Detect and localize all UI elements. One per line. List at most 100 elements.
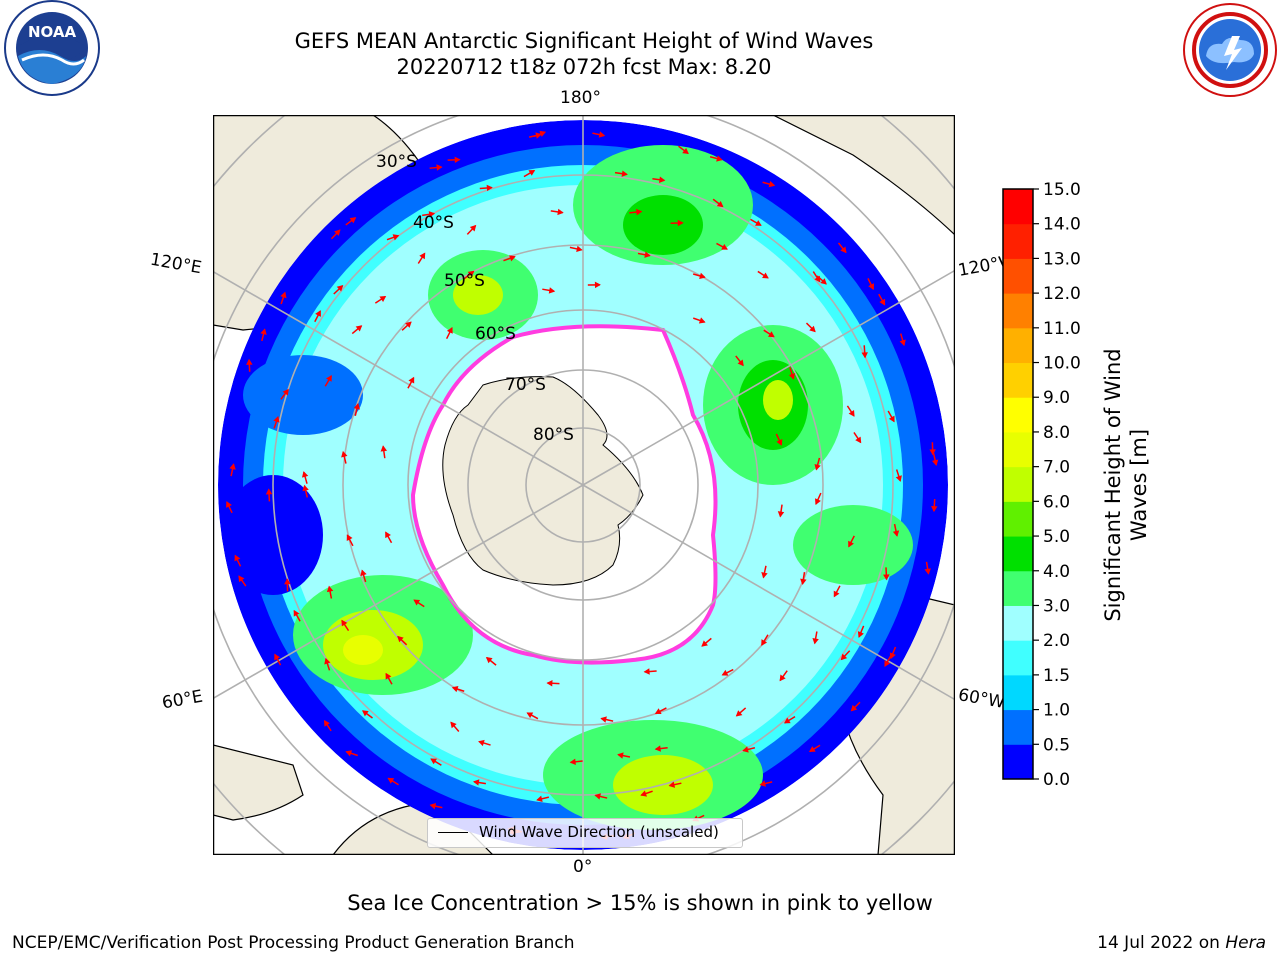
wave-direction-arrowhead <box>430 758 438 765</box>
lon-label-bottom: 0° <box>573 857 593 877</box>
wave-direction-arrowhead <box>436 164 443 171</box>
wave-direction-arrowhead <box>229 463 236 470</box>
wave-direction-arrowhead <box>737 359 744 367</box>
wave-direction-arrowhead <box>349 217 357 224</box>
colorbar-tick-label: 5.0 <box>1043 527 1070 547</box>
nws-logo <box>1183 3 1277 97</box>
wave-direction-arrowhead <box>640 790 647 797</box>
wave-direction-arrowhead <box>238 575 245 583</box>
wave-direction-arrowhead <box>346 534 353 542</box>
colorbar-tick-label: 0.5 <box>1043 735 1070 755</box>
lat-label-40s: 40°S <box>413 213 454 233</box>
colorbar-segment <box>1003 293 1033 329</box>
wave-direction-arrowhead <box>385 531 391 539</box>
wave-direction-arrowhead <box>405 321 412 328</box>
colorbar-tick-label: 11.0 <box>1043 319 1081 339</box>
lat-label-60s: 60°S <box>475 324 516 344</box>
wave-direction-arrowhead <box>762 272 769 279</box>
wave-direction-arrowhead <box>776 438 783 446</box>
wave-direction-arrowhead <box>814 463 821 471</box>
wave-direction-arrowhead <box>419 252 426 260</box>
wave-direction-arrowhead <box>868 283 875 291</box>
wave-direction-arrowhead <box>345 750 352 757</box>
wave-direction-arrowhead <box>848 410 855 417</box>
wave-direction-arrowhead <box>260 328 267 335</box>
wave-direction-arrowhead <box>783 717 791 724</box>
footer-right: 14 Jul 2022 on Hera <box>1097 933 1266 953</box>
colorbar-tick-label: 3.0 <box>1043 596 1070 616</box>
colorbar-frame <box>1002 188 1034 780</box>
wave-direction-arrowhead <box>808 746 816 753</box>
wave-direction-arrowhead <box>301 471 309 478</box>
wave-direction-arrowhead <box>716 155 723 162</box>
colorbar-segment <box>1003 674 1033 711</box>
wave-direction-arrowhead <box>761 572 768 579</box>
wave-direction-arrowhead <box>698 317 706 324</box>
wave-direction-arrowhead <box>539 130 547 137</box>
wave-direction-arrowhead <box>768 180 776 188</box>
lat-label-70s: 70°S <box>505 375 546 395</box>
colorbar-segment <box>1003 397 1033 433</box>
wave-direction-arrowhead <box>282 388 289 396</box>
wave-direction-arrowhead <box>755 220 762 226</box>
wave-direction-arrowhead <box>509 255 516 262</box>
wave-direction-arrowhead <box>467 270 475 277</box>
wave-direction-arrowhead <box>594 281 601 289</box>
wave-direction-arrowhead <box>594 793 601 800</box>
wave-direction-arrowhead <box>451 685 459 693</box>
wave-direction-arrowhead <box>598 131 606 138</box>
legend-line-swatch <box>438 832 468 833</box>
colorbar-segment <box>1003 640 1033 676</box>
colorbar-tick-label: 8.0 <box>1043 423 1070 443</box>
wave-direction-arrowhead <box>643 668 650 675</box>
wave-direction-arrowhead <box>360 569 367 577</box>
colorbar-tick-label: 14.0 <box>1043 215 1081 235</box>
colorbar-segment <box>1003 362 1033 398</box>
colorbar-segment <box>1003 536 1033 572</box>
wave-direction-arrowhead <box>408 376 415 384</box>
wave-direction-arrowhead <box>895 475 902 482</box>
wave-direction-arrowhead <box>788 373 796 380</box>
wave-direction-arrowhead <box>546 680 553 687</box>
wave-direction-arrowhead <box>809 325 816 333</box>
wave-direction-arrowhead <box>735 710 743 717</box>
wave-direction-arrowhead <box>888 415 895 423</box>
wave-direction-arrowhead <box>379 295 387 302</box>
wave-direction-arrowhead <box>721 669 729 676</box>
wave-direction-arrowhead <box>226 501 232 508</box>
wave-direction-arrowhead <box>323 719 330 727</box>
noaa-logo: NOAA <box>4 0 100 96</box>
wave-direction-arrowhead <box>742 746 749 753</box>
wave-direction-arrowhead <box>617 752 624 759</box>
wave-direction-arrowhead <box>397 635 404 643</box>
legend-label: Wind Wave Direction (unscaled) <box>479 823 719 841</box>
wave-direction-arrowhead <box>576 245 583 253</box>
wave-direction-arrowhead <box>812 637 819 645</box>
map-legend: Wind Wave Direction (unscaled) <box>427 818 743 848</box>
sea-ice-note: Sea Ice Concentration > 15% is shown in … <box>347 891 933 915</box>
wave-direction-arrowhead <box>833 590 840 598</box>
colorbar-tick-label: 10.0 <box>1043 354 1081 374</box>
wave-direction-arrowhead <box>334 229 341 236</box>
wave-direction-arrowhead <box>280 291 287 299</box>
wave-direction-arrowhead <box>450 721 457 729</box>
wave-direction-arrowhead <box>892 530 900 537</box>
title-line-1: GEFS MEAN Antarctic Significant Height o… <box>294 29 874 53</box>
colorbar-segment <box>1003 466 1033 502</box>
wave-direction-arrowhead <box>429 803 437 810</box>
wave-direction-arrowhead <box>293 609 300 617</box>
wave-direction-arrowhead <box>814 498 821 506</box>
wave-direction-arrowhead <box>454 156 461 164</box>
wave-direction-arrowhead <box>716 200 724 208</box>
wave-direction-arrowhead <box>569 758 576 766</box>
colorbar-segment <box>1003 709 1033 745</box>
footer-date: 14 Jul 2022 on <box>1097 933 1226 953</box>
noaa-logo-text: NOAA <box>28 23 77 41</box>
colorbar-label-line-1: Significant Height of Wind <box>1101 348 1125 622</box>
wave-direction-arrowhead <box>485 656 493 664</box>
wave-direction-arrowhead <box>472 779 480 786</box>
colorbar-label: Significant Height of Wind Waves [m] <box>1100 325 1152 645</box>
wave-direction-arrowhead <box>779 674 786 682</box>
wave-direction-arrowhead <box>355 325 363 332</box>
wave-direction-arrowhead <box>861 352 868 359</box>
